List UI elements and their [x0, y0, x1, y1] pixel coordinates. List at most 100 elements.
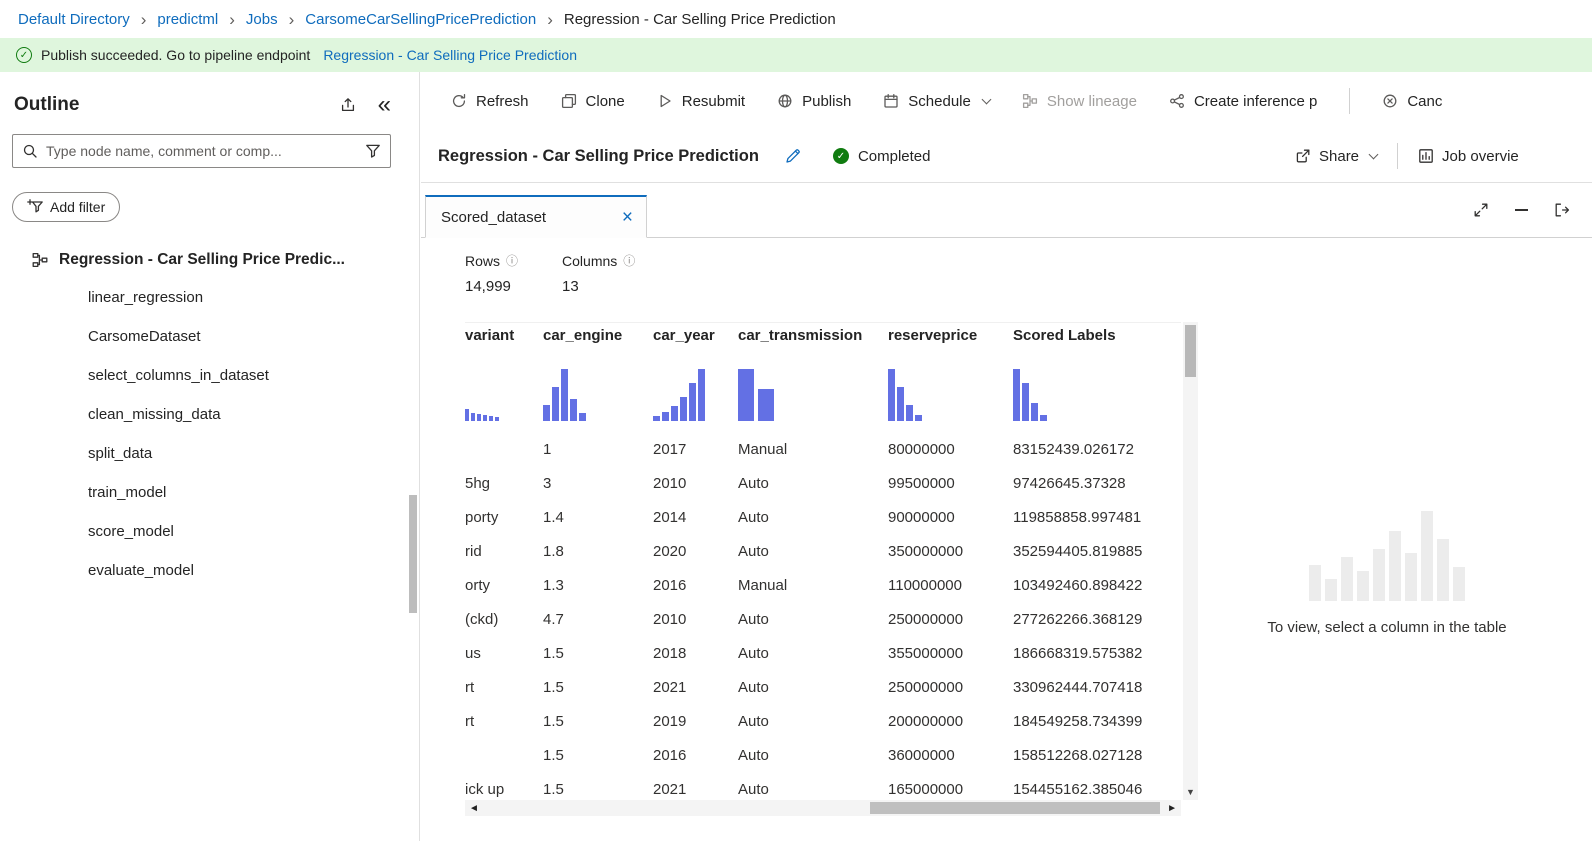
toolbar-button-resubmit[interactable]: Resubmit: [657, 93, 745, 110]
breadcrumb-link-predictml[interactable]: predictml: [157, 10, 219, 28]
column-histogram: [1013, 349, 1181, 421]
histogram-bar: [570, 399, 577, 421]
job-toolbar: Refresh Clone Resubmit: [421, 72, 1592, 130]
horizontal-scrollbar-thumb[interactable]: [870, 802, 1160, 814]
filter-icon[interactable]: [365, 143, 381, 159]
sidebar-item-score-model[interactable]: score_model: [88, 523, 174, 540]
column-header[interactable]: car_year: [653, 327, 715, 344]
minimize-panel-icon[interactable]: [1515, 209, 1528, 211]
table-cell: 83152439.026172: [1013, 441, 1134, 458]
node-search-box: [12, 134, 391, 168]
sidebar-item-evaluate-model[interactable]: evaluate_model: [88, 562, 194, 579]
popout-panel-icon[interactable]: [1554, 202, 1570, 218]
table-column-car-engine[interactable]: car_engine 1 3 1.4 1.8 1.3 4.7 1.5 1.5 1.5 1.5 1.5: [543, 323, 653, 800]
table-horizontal-scrollbar[interactable]: ◄ ►: [465, 800, 1181, 816]
table-cell: 277262266.368129: [1013, 611, 1143, 628]
breadcrumb-link-carsomecarsellingpriceprediction[interactable]: CarsomeCarSellingPricePrediction: [305, 10, 537, 28]
completed-check-icon: ✓: [832, 148, 849, 164]
column-histogram: [888, 349, 1013, 421]
clone-icon: [561, 93, 577, 109]
table-column-reserveprice[interactable]: reserveprice 80000000 99500000 90000000 3500…: [888, 323, 1013, 800]
toolbar-button-clone[interactable]: Clone: [561, 93, 625, 110]
toolbar-button-refresh[interactable]: Refresh: [451, 93, 529, 110]
sidebar-item-carsomedataset[interactable]: CarsomeDataset: [88, 328, 201, 345]
toolbar-button-schedule[interactable]: Schedule: [883, 93, 992, 110]
tree-root-node[interactable]: Regression - Car Selling Price Predic...: [0, 242, 419, 278]
sidebar-item-linear-regression[interactable]: linear_regression: [88, 289, 204, 306]
vertical-scrollbar-thumb[interactable]: [1185, 325, 1196, 377]
breadcrumb-link-regression-car-selling-price-prediction[interactable]: Regression - Car Selling Price Predictio…: [563, 10, 836, 28]
table-cell: 97426645.37328: [1013, 475, 1126, 492]
edit-title-icon[interactable]: [785, 148, 801, 164]
histogram-bar: [662, 412, 669, 421]
table-cell: 1: [543, 441, 552, 458]
column-histogram: [465, 349, 543, 421]
table-cell: 2021: [653, 781, 687, 798]
toolbar-button-create-inference-p[interactable]: Create inference p: [1169, 93, 1317, 110]
histogram-bar: [465, 409, 469, 421]
column-header[interactable]: variant: [465, 327, 515, 344]
share-button[interactable]: Share: [1295, 148, 1379, 165]
table-column-variant[interactable]: variant 5hg porty rid orty (ckd) us rt rt ick up: [465, 323, 543, 800]
histogram-bar: [680, 397, 687, 421]
column-header[interactable]: Scored Labels: [1013, 327, 1116, 344]
table-cell: porty: [465, 509, 499, 526]
table-cell: [465, 433, 543, 467]
scroll-down-arrow[interactable]: ▼: [1186, 787, 1195, 797]
table-column-car-transmission[interactable]: car_transmission Manual Auto Auto Auto Manual…: [738, 323, 888, 800]
breadcrumb-link-default-directory[interactable]: Default Directory: [18, 10, 130, 28]
sidebar-scrollbar-thumb[interactable]: [409, 495, 417, 613]
scroll-right-arrow[interactable]: ►: [1167, 803, 1177, 814]
table-cell: 4.7: [543, 611, 564, 628]
placeholder-bar: [1453, 567, 1465, 601]
table-column-scored-labels[interactable]: Scored Labels 83152439.026172 97426645.373…: [1013, 323, 1181, 800]
histogram-bar: [543, 405, 550, 421]
table-cell: 2019: [653, 713, 687, 730]
toolbar-button-canc[interactable]: Canc: [1382, 93, 1442, 110]
publish-success-banner: ✓ Publish succeeded. Go to pipeline endp…: [0, 38, 1592, 72]
collapse-panel-icon[interactable]: «: [377, 91, 391, 118]
export-icon[interactable]: [340, 97, 356, 113]
preview-tab-strip: Scored_dataset ×: [421, 183, 1592, 238]
add-filter-button[interactable]: Add filter: [12, 192, 121, 222]
table-cell: 186668319.575382: [1013, 645, 1143, 662]
table-cell: 200000000: [888, 713, 964, 730]
table-cell: 2020: [653, 543, 687, 560]
scroll-left-arrow[interactable]: ◄: [469, 803, 479, 814]
table-cell: Auto: [738, 781, 769, 798]
expand-panel-icon[interactable]: [1473, 202, 1489, 218]
table-cell: 80000000: [888, 441, 955, 458]
column-header[interactable]: car_engine: [543, 327, 623, 344]
info-icon[interactable]: ⓘ: [623, 254, 636, 268]
sidebar-item-clean-missing-data[interactable]: clean_missing_data: [88, 406, 221, 423]
histogram-bar: [477, 414, 481, 421]
sidebar-item-train-model[interactable]: train_model: [88, 484, 167, 501]
column-header[interactable]: car_transmission: [738, 327, 863, 344]
table-cell: 103492460.898422: [1013, 577, 1143, 594]
column-header[interactable]: reserveprice: [888, 327, 978, 344]
histogram-bar: [738, 369, 754, 421]
close-tab-icon[interactable]: ×: [621, 206, 633, 228]
info-icon[interactable]: ⓘ: [506, 254, 519, 268]
table-vertical-scrollbar[interactable]: ▼: [1183, 322, 1198, 800]
tab-scored-dataset[interactable]: Scored_dataset ×: [425, 195, 647, 238]
placeholder-bar: [1325, 579, 1337, 601]
histogram-bar: [758, 389, 774, 421]
placeholder-bar: [1373, 549, 1385, 601]
breadcrumb-link-jobs[interactable]: Jobs: [245, 10, 278, 28]
table-cell: 165000000: [888, 781, 964, 798]
toolbar-button-show-lineage[interactable]: Show lineage: [1022, 93, 1137, 110]
table-cell: 2021: [653, 679, 687, 696]
sidebar-item-select-columns-in-dataset[interactable]: select_columns_in_dataset: [88, 367, 269, 384]
job-overview-button[interactable]: Job overvie: [1418, 148, 1519, 165]
histogram-bar: [689, 383, 696, 421]
toolbar-button-publish[interactable]: Publish: [777, 93, 851, 110]
pipeline-endpoint-link[interactable]: Regression - Car Selling Price Predictio…: [323, 47, 577, 63]
chevron-right-icon: ›: [547, 9, 553, 29]
sidebar-item-split-data[interactable]: split_data: [88, 445, 153, 462]
histogram-bar: [1040, 415, 1047, 421]
table-column-car-year[interactable]: car_year 2017 2010 2014 2020 2016 2010 2018 2021…: [653, 323, 738, 800]
table-cell: Auto: [738, 475, 769, 492]
search-input[interactable]: [46, 143, 357, 159]
resubmit-icon: [657, 93, 673, 109]
